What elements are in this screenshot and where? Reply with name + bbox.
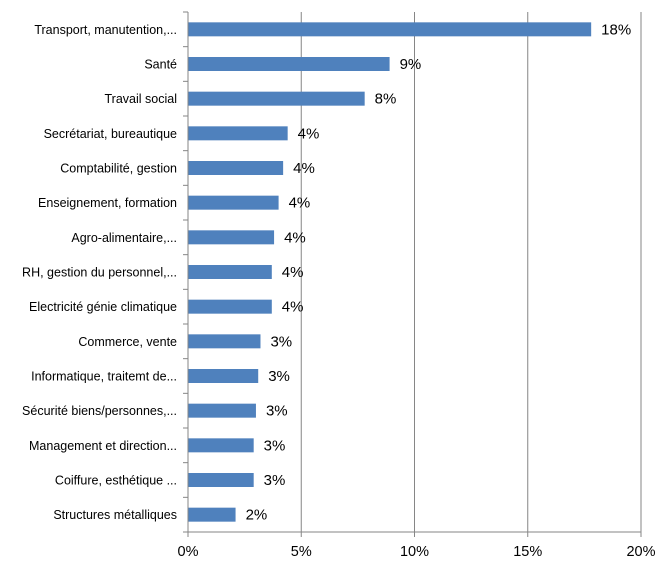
category-label: Coiffure, esthétique ... [55,474,177,488]
category-label: Secrétariat, bureautique [44,127,177,141]
data-label: 2% [246,507,268,524]
data-label: 3% [266,403,288,420]
category-label: Agro-alimentaire,... [71,231,177,245]
bar [188,265,272,279]
bar [188,438,254,453]
category-label: Electricité génie climatique [29,300,177,314]
bar [188,57,390,71]
bar [188,299,272,314]
data-label: 8% [375,91,397,108]
category-labels: Transport, manutention,... Santé Travail s… [22,23,177,522]
x-tick-label: 0% [178,544,199,560]
bar [188,195,279,210]
bar [188,334,261,349]
data-label: 3% [270,333,292,350]
x-tick-label: 10% [400,544,429,560]
data-label: 18% [601,21,631,38]
category-label: Travail social [105,92,177,106]
bar [188,507,236,522]
data-label: 4% [293,160,315,177]
bar [188,473,254,487]
category-label: RH, gestion du personnel,... [22,266,177,280]
category-label: Structures métalliques [53,508,177,522]
data-label: 4% [298,125,320,142]
category-label: Commerce, vente [78,335,177,349]
category-label: Management et direction... [29,439,177,453]
bar [188,22,592,37]
x-tick-label: 15% [513,544,542,560]
bar [188,403,256,418]
axes [183,11,642,537]
category-label: Transport, manutention,... [34,23,177,37]
data-label: 4% [289,195,311,212]
data-label: 3% [264,472,286,489]
bar [188,161,284,175]
data-label: 3% [268,368,290,385]
x-tick-labels: 0% 5% 10% 15% 20% [178,544,656,560]
data-labels: 18% 9% 8% 4% 4% 4% 4% 4% 4% 3% 3% 3% 3% 3% 2% [246,21,632,523]
category-label: Enseignement, formation [38,196,177,210]
gridlines [300,12,642,532]
category-label: Santé [144,58,177,72]
category-label: Sécurité biens/personnes,... [22,404,177,418]
data-label: 4% [282,299,304,316]
data-label: 4% [284,229,306,246]
bar [188,91,365,106]
x-tick-label: 20% [626,544,655,560]
bars [188,22,592,522]
bar [188,126,288,141]
category-label: Informatique, traitemt de... [31,370,177,384]
x-tick-label: 5% [291,544,312,560]
bar [188,230,275,245]
data-label: 4% [282,264,304,281]
data-label: 9% [400,56,422,73]
category-label: Comptabilité, gestion [60,162,177,176]
bar [188,369,259,383]
data-label: 3% [264,437,286,454]
